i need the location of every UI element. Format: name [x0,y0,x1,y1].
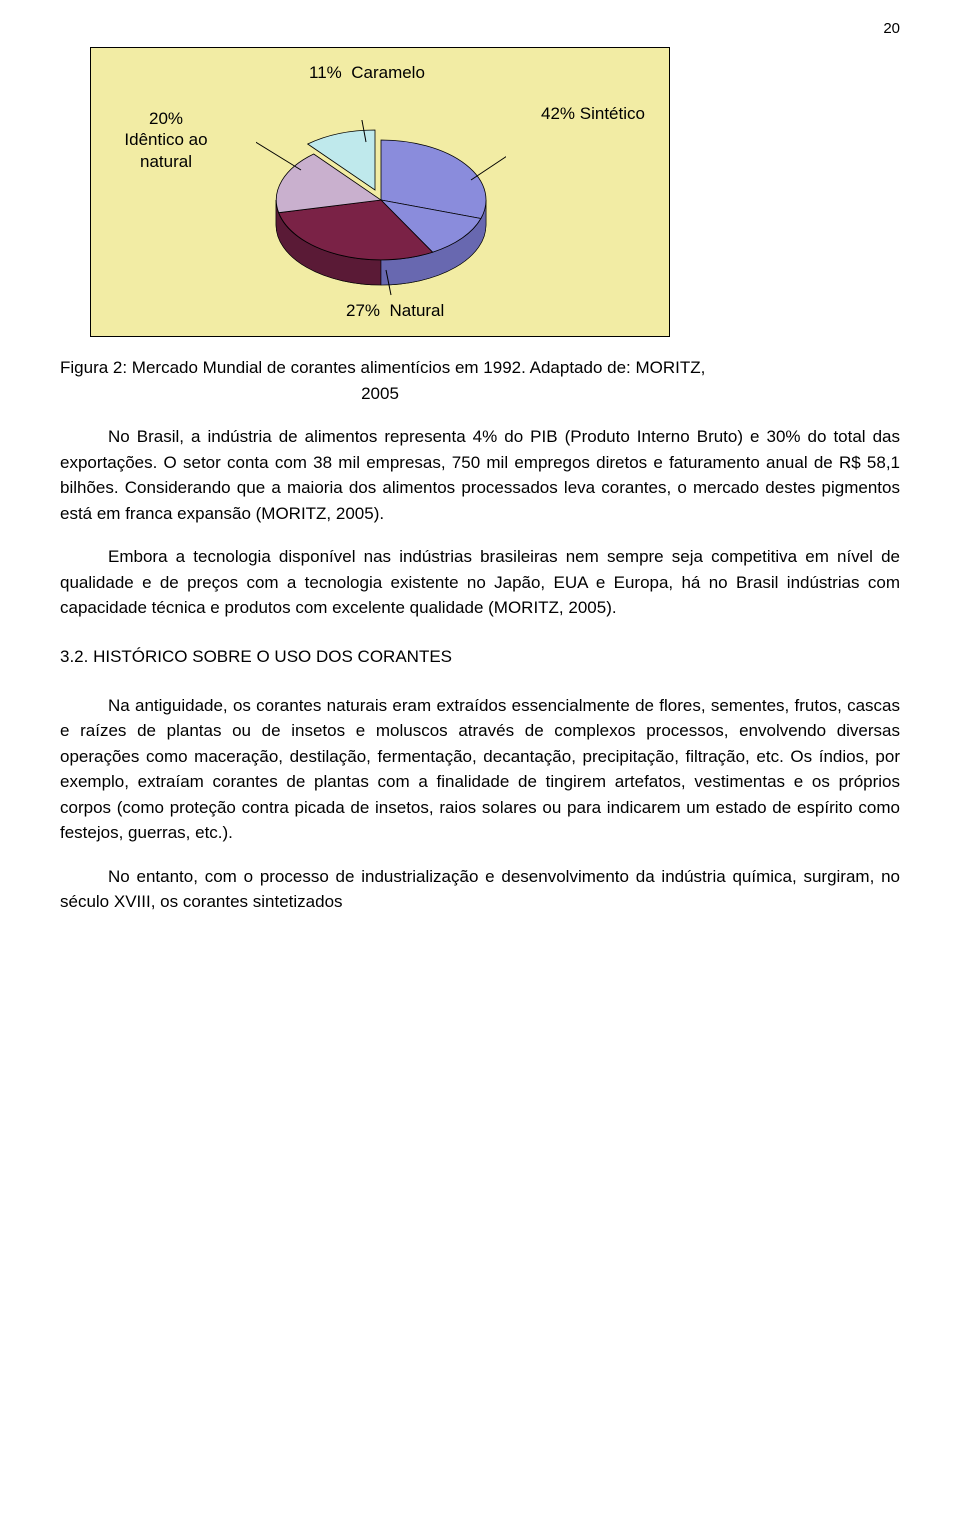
identico-percent: 20% [149,109,183,128]
paragraph-2: Embora a tecnologia disponível nas indús… [60,544,900,621]
pie-chart-figure: 11% Caramelo 42% Sintético 20% Idêntico … [90,47,670,337]
sintetico-percent: 42% [541,104,575,123]
caption-year: 2005 [280,381,480,407]
natural-percent: 27% [346,301,380,320]
pie-top [276,130,486,260]
figure-caption: Figura 2: Mercado Mundial de corantes al… [60,355,900,406]
pie-chart [256,120,506,300]
caramelo-text: Caramelo [351,63,425,82]
page-number: 20 [60,20,900,37]
paragraph-4: No entanto, com o processo de industrial… [60,864,900,915]
sintetico-text: Sintético [580,104,645,123]
section-heading: 3.2. HISTÓRICO SOBRE O USO DOS CORANTES [60,647,900,667]
chart-label-natural: 27% Natural [346,300,444,321]
chart-label-sintetico: 42% Sintético [541,103,645,124]
identico-text2: natural [140,152,192,171]
caramelo-percent: 11% [309,63,342,82]
chart-label-identico: 20% Idêntico ao natural [101,108,231,172]
identico-text1: Idêntico ao [124,130,207,149]
natural-text: Natural [389,301,444,320]
caption-main: Figura 2: Mercado Mundial de corantes al… [60,358,705,377]
paragraph-1: No Brasil, a indústria de alimentos repr… [60,424,900,526]
paragraph-3: Na antiguidade, os corantes naturais era… [60,693,900,846]
chart-label-caramelo: 11% Caramelo [309,62,425,83]
